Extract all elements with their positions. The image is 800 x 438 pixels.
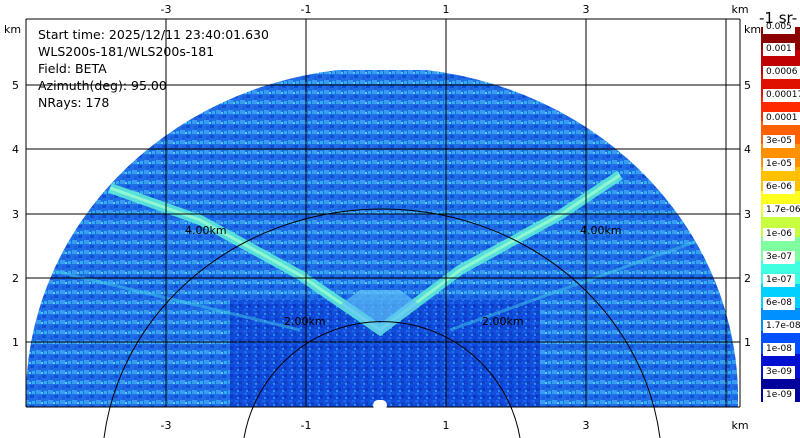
- x-tick-bottom: -3: [161, 419, 172, 432]
- y-tick-right: 5: [744, 79, 751, 92]
- scan-info-panel: Start time: 2025/12/11 23:40:01.630 WLS2…: [38, 26, 269, 111]
- range-label-4km-left: 4.00km: [185, 224, 227, 237]
- grid-lines: [25, 18, 741, 408]
- radar-origin-marker: [373, 400, 387, 410]
- colorbar-label: 1e-09: [763, 389, 795, 402]
- field-text: Field: BETA: [38, 61, 107, 76]
- range-label-2km-right: 2.00km: [482, 315, 524, 328]
- x-tick-bottom: 3: [583, 419, 590, 432]
- y-unit-left: km: [4, 23, 21, 36]
- x-tick-top: -1: [301, 3, 312, 16]
- colorbar-label: 1.7e-06: [763, 204, 800, 218]
- x-tick-bottom: -1: [301, 419, 312, 432]
- y-tick-left: 5: [12, 79, 19, 92]
- colorbar-label: 0.0006: [763, 66, 800, 80]
- x-unit-bottom: km: [731, 419, 748, 432]
- x-unit-top: km: [731, 3, 748, 16]
- range-label-2km-left: 2.00km: [284, 315, 326, 328]
- colorbar-label: 1e-07: [763, 273, 795, 287]
- colorbar-label: 0.0001: [763, 112, 800, 126]
- y-tick-left: 3: [12, 208, 19, 221]
- range-rings: [103, 208, 661, 438]
- y-unit-right: km: [744, 23, 761, 36]
- x-tick-top: 1: [443, 3, 450, 16]
- azimuth-text: Azimuth(deg): 95.00: [38, 78, 167, 93]
- x-tick-top: -3: [161, 3, 172, 16]
- x-tick-top: 3: [583, 3, 590, 16]
- colorbar-label: 1e-06: [763, 227, 795, 241]
- colorbar-label: 3e-09: [763, 365, 795, 379]
- colorbar-label: 6e-06: [763, 181, 795, 195]
- y-tick-left: 4: [12, 143, 19, 156]
- y-tick-right: 4: [744, 143, 751, 156]
- y-tick-right: 3: [744, 208, 751, 221]
- y-tick-left: 2: [12, 272, 19, 285]
- start-time-text: Start time: 2025/12/11 23:40:01.630: [38, 27, 269, 42]
- y-tick-right: 2: [744, 272, 751, 285]
- instrument-text: WLS200s-181/WLS200s-181: [38, 44, 215, 59]
- x-tick-bottom: 1: [443, 419, 450, 432]
- colorbar-label: 1e-08: [763, 342, 795, 356]
- colorbar-label: 1.7e-08: [763, 319, 800, 333]
- colorbar-title: -1 sr-: [759, 9, 798, 27]
- y-tick-left: 1: [12, 336, 19, 349]
- colorbar-label: 3e-07: [763, 250, 795, 264]
- colorbar-top-label: 0.005: [763, 21, 795, 34]
- nrays-text: NRays: 178: [38, 95, 110, 110]
- colorbar: 0.005 0.001 0.0006 0.00017 0.0001 3e-05 1e-05 6…: [761, 21, 800, 402]
- y-tick-right: 1: [744, 336, 751, 349]
- colorbar-label: 1e-05: [763, 158, 795, 172]
- colorbar-label: 3e-05: [763, 135, 795, 149]
- range-label-4km-right: 4.00km: [580, 224, 622, 237]
- colorbar-label: 6e-08: [763, 296, 795, 310]
- colorbar-label: 0.001: [763, 43, 795, 56]
- colorbar-label: 0.00017: [763, 89, 800, 103]
